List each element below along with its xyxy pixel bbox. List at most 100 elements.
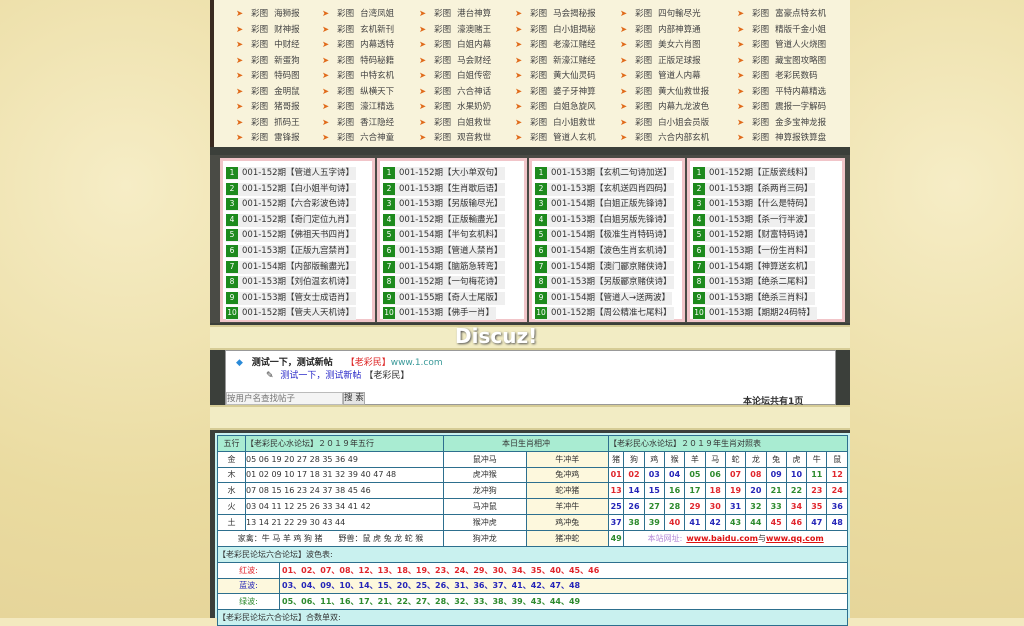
list-item[interactable]: 8 001-153期【刘伯温玄机诗】 — [226, 276, 357, 290]
image-link[interactable]: ➤ 彩图 特码秘籍 — [322, 54, 394, 68]
list-item[interactable]: 6 001-153期【正版九宫禁肖】 — [226, 245, 357, 258]
image-link[interactable]: ➤ 彩图 马会财经 — [419, 54, 491, 68]
list-item[interactable]: 3 001-152期【六合彩波色诗】 — [226, 198, 357, 212]
image-link[interactable]: ➤ 彩图 六合神童 — [322, 131, 394, 145]
search-button[interactable]: 搜 索 — [343, 392, 365, 405]
image-link[interactable]: ➤ 彩图 六合内部玄机 — [620, 131, 709, 145]
list-item[interactable]: 5 001-152期【佛祖天书四肖】 — [226, 229, 357, 243]
image-link[interactable]: ➤ 彩图 六合神话 — [419, 85, 491, 99]
image-link[interactable]: ➤ 彩图 濠澳赌王 — [419, 23, 491, 37]
list-item[interactable]: 3 001-153期【另版输尽光】 — [383, 198, 505, 212]
list-item[interactable]: 5 001-154期【极准生肖特码诗】 — [535, 229, 674, 243]
image-link[interactable]: ➤ 彩图 雷锋报 — [236, 131, 300, 145]
list-item[interactable]: 9 001-153期【管女士成语肖】 — [226, 291, 357, 305]
image-link[interactable]: ➤ 彩图 猪哥报 — [236, 100, 300, 114]
image-link[interactable]: ➤ 彩图 白小姐揭秘 — [515, 23, 596, 37]
image-link[interactable]: ➤ 彩图 管道人火烧图 — [737, 38, 826, 52]
list-item[interactable]: 7 001-154期【脑筋急转弯】 — [383, 260, 505, 274]
image-link[interactable]: ➤ 彩图 玄机新刊 — [322, 23, 394, 37]
image-link[interactable]: ➤ 彩图 港台神算 — [419, 7, 491, 21]
image-link[interactable]: ➤ 彩图 财神报 — [236, 23, 300, 37]
list-item[interactable]: 5 001-152期【财富特码诗】 — [693, 229, 815, 243]
image-link[interactable]: ➤ 彩图 中财经 — [236, 38, 300, 52]
list-item[interactable]: 8 001-153期【另版酈京赌侠诗】 — [535, 276, 674, 290]
list-item[interactable]: 1 001-153期【玄机二句诗加送】 — [535, 167, 674, 180]
list-item[interactable]: 2 001-152期【白小姐半句诗】 — [226, 182, 357, 196]
image-link[interactable]: ➤ 彩图 观音救世 — [419, 131, 491, 145]
list-item[interactable]: 6 001-154期【波色生肖玄机诗】 — [535, 245, 674, 258]
image-link[interactable]: ➤ 彩图 纵横天下 — [322, 85, 394, 99]
list-item[interactable]: 8 001-152期【一句梅花诗】 — [383, 276, 505, 290]
image-link[interactable]: ➤ 彩图 正版足球报 — [620, 54, 701, 68]
list-item[interactable]: 2 001-153期【杀两肖三码】 — [693, 182, 815, 196]
list-item[interactable]: 1 001-152期【管道人五字诗】 — [226, 167, 357, 180]
image-link[interactable]: ➤ 彩图 黄大仙灵码 — [515, 69, 596, 83]
thread-title[interactable]: 测试一下，测试新帖 — [251, 358, 333, 368]
list-item[interactable]: 3 001-154期【白姐正版先锋诗】 — [535, 198, 674, 212]
image-link[interactable]: ➤ 彩图 海狮报 — [236, 7, 300, 21]
image-link[interactable]: ➤ 彩图 白姐传密 — [419, 69, 491, 83]
qq-link[interactable]: www.qq.com — [765, 533, 824, 543]
image-link[interactable]: ➤ 彩图 神算报铁算盘 — [737, 131, 826, 145]
image-link[interactable]: ➤ 彩图 新濠江赌经 — [515, 54, 596, 68]
image-link[interactable]: ➤ 彩图 黄大仙救世报 — [620, 85, 709, 99]
image-link[interactable]: ➤ 彩图 中特玄机 — [322, 69, 394, 83]
list-item[interactable]: 2 001-153期【玄机送四肖四码】 — [535, 182, 674, 196]
image-link[interactable]: ➤ 彩图 台湾凤姐 — [322, 7, 394, 21]
list-item[interactable]: 10 001-153期【期期24码特】 — [693, 307, 817, 321]
list-item[interactable]: 4 001-152期【正版輸盡光】 — [383, 213, 505, 227]
list-item[interactable]: 9 001-154期【管道人→送两波】 — [535, 291, 673, 305]
list-item[interactable]: 1 001-152期【正版瓷线料】 — [693, 167, 815, 180]
image-link[interactable]: ➤ 彩图 白姐急旋风 — [515, 100, 596, 114]
list-item[interactable]: 2 001-153期【生肖歇后语】 — [383, 182, 505, 196]
list-item[interactable]: 7 001-154期【神算送玄机】 — [693, 260, 815, 274]
image-link[interactable]: ➤ 彩图 富豪点特玄机 — [737, 7, 826, 21]
image-link[interactable]: ➤ 彩图 抓码王 — [236, 116, 300, 130]
image-link[interactable]: ➤ 彩图 藏宝图攻略图 — [737, 54, 826, 68]
list-item[interactable]: 4 001-153期【白姐另版先锋诗】 — [535, 213, 674, 227]
reply-title-link[interactable]: 测试一下，测试新帖 — [280, 371, 362, 381]
list-item[interactable]: 3 001-153期【什么是特码】 — [693, 198, 815, 212]
image-link[interactable]: ➤ 彩图 婆子牙神算 — [515, 85, 596, 99]
list-item[interactable]: 10 001-153期【佛手一肖】 — [383, 307, 497, 321]
image-link[interactable]: ➤ 彩图 管道人玄机 — [515, 131, 596, 145]
image-link[interactable]: ➤ 彩图 新蛋狗 — [236, 54, 300, 68]
list-item[interactable]: 7 001-154期【澳门酈京赌侠诗】 — [535, 260, 674, 274]
image-link[interactable]: ➤ 彩图 濠江精选 — [322, 100, 394, 114]
list-item[interactable]: 6 001-153期【管道人禁肖】 — [383, 245, 505, 258]
image-link[interactable]: ➤ 彩图 内部神算通 — [620, 23, 701, 37]
list-item[interactable]: 9 001-153期【绝杀三肖料】 — [693, 291, 815, 305]
image-link[interactable]: ➤ 彩图 白姐救世 — [419, 116, 491, 130]
image-link[interactable]: ➤ 彩图 老濠江赌经 — [515, 38, 596, 52]
image-link[interactable]: ➤ 彩图 金明鼠 — [236, 85, 300, 99]
list-item[interactable]: 4 001-153期【杀一行半波】 — [693, 213, 815, 227]
image-link[interactable]: ➤ 彩图 管道人内幕 — [620, 69, 701, 83]
baidu-link[interactable]: www.baidu.com — [686, 533, 758, 543]
image-link[interactable]: ➤ 彩图 白姐内幕 — [419, 38, 491, 52]
list-item[interactable]: 10 001-152期【周公精准七尾料】 — [535, 307, 674, 321]
image-link[interactable]: ➤ 彩图 马会揭秘报 — [515, 7, 596, 21]
image-link[interactable]: ➤ 彩图 香江隐经 — [322, 116, 394, 130]
image-link[interactable]: ➤ 彩图 内幕九龙波色 — [620, 100, 709, 114]
list-item[interactable]: 8 001-153期【绝杀二尾料】 — [693, 276, 815, 290]
list-item[interactable]: 10 001-152期【管夫人天机诗】 — [226, 307, 357, 321]
image-link[interactable]: ➤ 彩图 白小姐救世 — [515, 116, 596, 130]
image-link[interactable]: ➤ 彩图 水果奶奶 — [419, 100, 491, 114]
search-input[interactable] — [226, 392, 343, 405]
image-link[interactable]: ➤ 彩图 四句輸尽光 — [620, 7, 701, 21]
image-link[interactable]: ➤ 彩图 美女六肖图 — [620, 38, 701, 52]
list-item[interactable]: 6 001-153期【一份生肖料】 — [693, 245, 815, 258]
list-item[interactable]: 1 001-152期【大小单双句】 — [383, 167, 505, 180]
image-link[interactable]: ➤ 彩图 精版千金小姐 — [737, 23, 826, 37]
image-link[interactable]: ➤ 彩图 特码图 — [236, 69, 300, 83]
image-link[interactable]: ➤ 彩图 平特内幕精选 — [737, 85, 826, 99]
list-item[interactable]: 7 001-154期【内部版輸盡光】 — [226, 260, 357, 274]
list-item[interactable]: 9 001-155期【奇人士尾版】 — [383, 291, 505, 305]
image-link[interactable]: ➤ 彩图 白小姐会员版 — [620, 116, 709, 130]
image-link[interactable]: ➤ 彩图 内幕透特 — [322, 38, 394, 52]
thread-url[interactable]: www.1.com — [390, 358, 443, 368]
list-item[interactable]: 5 001-154期【半句玄机料】 — [383, 229, 505, 243]
image-link[interactable]: ➤ 彩图 金多宝神龙报 — [737, 116, 826, 130]
list-item[interactable]: 4 001-152期【奇门定位九肖】 — [226, 213, 357, 227]
image-link[interactable]: ➤ 彩图 老彩民数码 — [737, 69, 818, 83]
